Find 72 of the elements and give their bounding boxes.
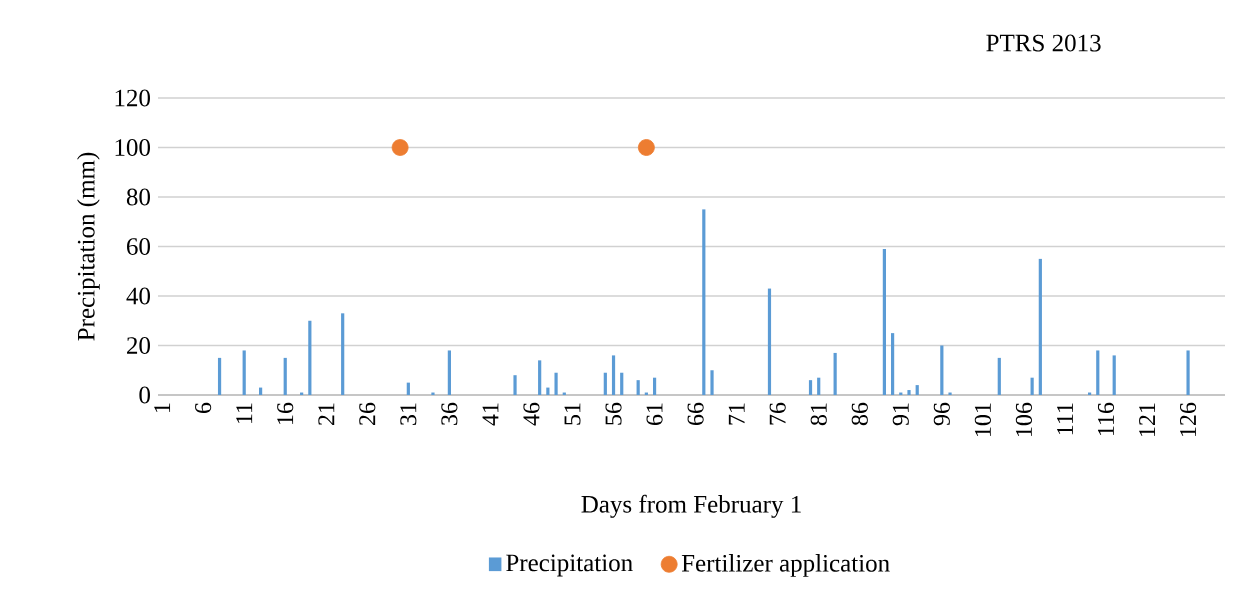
- x-tick-label: 66: [687, 402, 704, 426]
- bar: [652, 377, 657, 395]
- x-tick-label: 86: [851, 402, 868, 426]
- x-tick-label: 46: [523, 402, 540, 426]
- bar: [1030, 377, 1034, 395]
- x-tick-label: 101: [974, 403, 991, 436]
- y-tick-label: 60: [127, 238, 150, 255]
- x-tick-label: 76: [769, 402, 786, 425]
- y-tick-label: 80: [126, 188, 150, 206]
- bar: [808, 380, 813, 395]
- x-tick-label: 6: [195, 402, 212, 414]
- x-tick-label: 36: [441, 402, 458, 425]
- bar: [554, 372, 558, 395]
- bar: [1096, 350, 1100, 395]
- x-tick-label: 116: [1097, 402, 1115, 436]
- bar: [341, 313, 345, 395]
- bar: [907, 390, 911, 395]
- bar: [948, 392, 952, 395]
- bar: [242, 350, 246, 395]
- bar: [1186, 350, 1190, 395]
- bar: [817, 377, 821, 395]
- chart-title: PTRS 2013: [986, 34, 1101, 52]
- y-tick-label: 0: [139, 386, 150, 404]
- bar: [1038, 258, 1042, 395]
- y-axis-title: Precipitation (mm): [77, 152, 100, 341]
- bar: [833, 352, 837, 395]
- bar: [1112, 355, 1116, 395]
- x-tick-label: 106: [1015, 402, 1032, 436]
- x-tick-label: 81: [810, 403, 827, 426]
- x-tick-label: 41: [482, 403, 499, 426]
- bar: [710, 370, 714, 395]
- x-tick-label: 71: [728, 403, 745, 425]
- x-tick-label: 121: [1139, 403, 1155, 436]
- x-tick-label: 91: [892, 403, 909, 426]
- bar: [702, 209, 706, 395]
- bar: [538, 360, 542, 395]
- bar: [611, 355, 616, 395]
- x-tick-label: 61: [646, 403, 663, 426]
- x-tick-label: 111: [1057, 403, 1073, 435]
- x-tick-label: 31: [400, 403, 417, 425]
- bar: [283, 357, 287, 395]
- y-tick-label: 40: [126, 287, 150, 305]
- bar: [636, 380, 640, 395]
- bar: [406, 382, 410, 395]
- x-tick-label: 56: [605, 402, 622, 425]
- legend-label: Precipitation: [506, 554, 633, 577]
- bar: [767, 288, 772, 395]
- x-tick-label: 16: [277, 402, 294, 424]
- x-tick-label: 96: [933, 402, 950, 426]
- legend-label: Fertilizer application: [681, 554, 890, 577]
- x-tick-label: 21: [318, 403, 335, 425]
- bar: [447, 350, 451, 395]
- y-tick-label: 20: [127, 337, 150, 354]
- bar: [620, 372, 624, 395]
- y-tick-label: 120: [115, 89, 150, 107]
- bar: [997, 357, 1001, 395]
- bar: [308, 320, 312, 395]
- bar: [513, 375, 517, 395]
- x-tick-label: 1: [154, 403, 171, 412]
- bar: [915, 385, 919, 395]
- bar: [431, 392, 435, 395]
- x-tick-label: 11: [236, 403, 253, 424]
- y-tick-label: 100: [115, 139, 150, 156]
- bar: [603, 372, 607, 395]
- bar: [890, 333, 895, 395]
- x-axis-title: Days from February 1: [581, 494, 801, 518]
- bar: [882, 248, 886, 395]
- x-tick-label: 51: [564, 403, 581, 425]
- bar: [940, 345, 944, 395]
- x-tick-label: 126: [1180, 402, 1197, 436]
- x-tick-label: 26: [359, 402, 376, 425]
- bar: [217, 357, 222, 395]
